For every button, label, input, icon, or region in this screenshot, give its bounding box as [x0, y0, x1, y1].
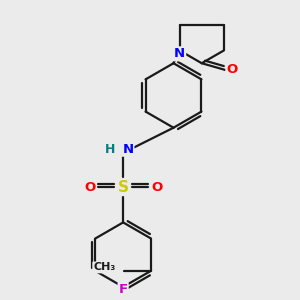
Text: H: H	[105, 143, 115, 156]
Text: N: N	[174, 47, 185, 60]
Text: CH₃: CH₃	[93, 262, 116, 272]
Text: N: N	[122, 143, 134, 156]
Text: S: S	[118, 180, 129, 195]
Text: O: O	[84, 181, 95, 194]
Text: O: O	[226, 63, 238, 76]
Text: O: O	[151, 181, 162, 194]
Text: F: F	[118, 283, 128, 296]
